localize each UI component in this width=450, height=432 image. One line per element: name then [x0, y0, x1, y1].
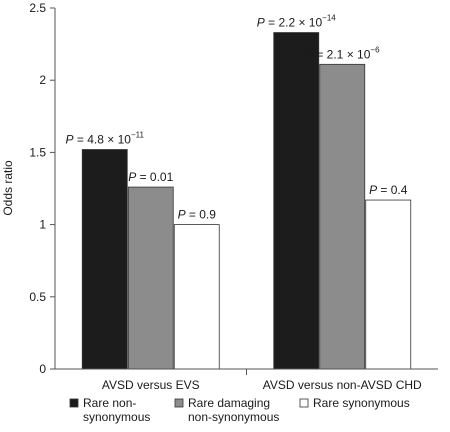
- x-category-label: AVSD versus EVS: [102, 378, 200, 392]
- bars: [81, 32, 412, 370]
- legend-swatch: [69, 398, 79, 408]
- legend-entry: Rare damaging non-synonymous: [188, 396, 279, 424]
- p-value-label: P = 0.4: [369, 183, 408, 197]
- bar: [319, 63, 366, 370]
- x-category-label: AVSD versus non-AVSD CHD: [263, 378, 422, 392]
- p-value-label: P = 4.8 × 10−11: [66, 131, 145, 147]
- bar: [127, 186, 174, 370]
- y-tick-label: 2: [39, 73, 46, 87]
- p-value-label: P = 0.9: [178, 208, 217, 222]
- bar: [81, 149, 128, 370]
- legend: Rare non-synonymous Rare damaging non-syno…: [69, 396, 410, 424]
- bar: [173, 224, 220, 370]
- y-tick-label: 0: [39, 362, 46, 376]
- p-value-label: P = 2.2 × 10−14: [257, 14, 337, 30]
- y-tick-label: 1: [39, 218, 46, 232]
- p-value-label: P = 2.1 × 10−6: [305, 45, 380, 61]
- p-value-annotations: P = 4.8 × 10−11 P = 0.01 P = 0.9 P = 2.2 × …: [66, 14, 408, 222]
- p-value-label: P = 0.01: [128, 170, 173, 184]
- y-tick-label: 0.5: [29, 290, 46, 304]
- y-tick-label: 2.5: [29, 1, 46, 15]
- x-axis: AVSD versus EVS AVSD versus non-AVSD CHD: [55, 368, 438, 392]
- legend-swatch: [299, 398, 309, 408]
- bar: [365, 199, 412, 370]
- y-axis-label: Odds ratio: [1, 160, 15, 216]
- legend-entry: Rare non-synonymous: [83, 396, 150, 424]
- legend-entry: Rare synonymous: [313, 396, 410, 410]
- legend-swatch: [174, 398, 184, 408]
- y-axis: 0 0.5 1 1.5 2 2.5: [29, 1, 56, 376]
- bar: [273, 32, 320, 370]
- y-tick-label: 1.5: [29, 145, 46, 159]
